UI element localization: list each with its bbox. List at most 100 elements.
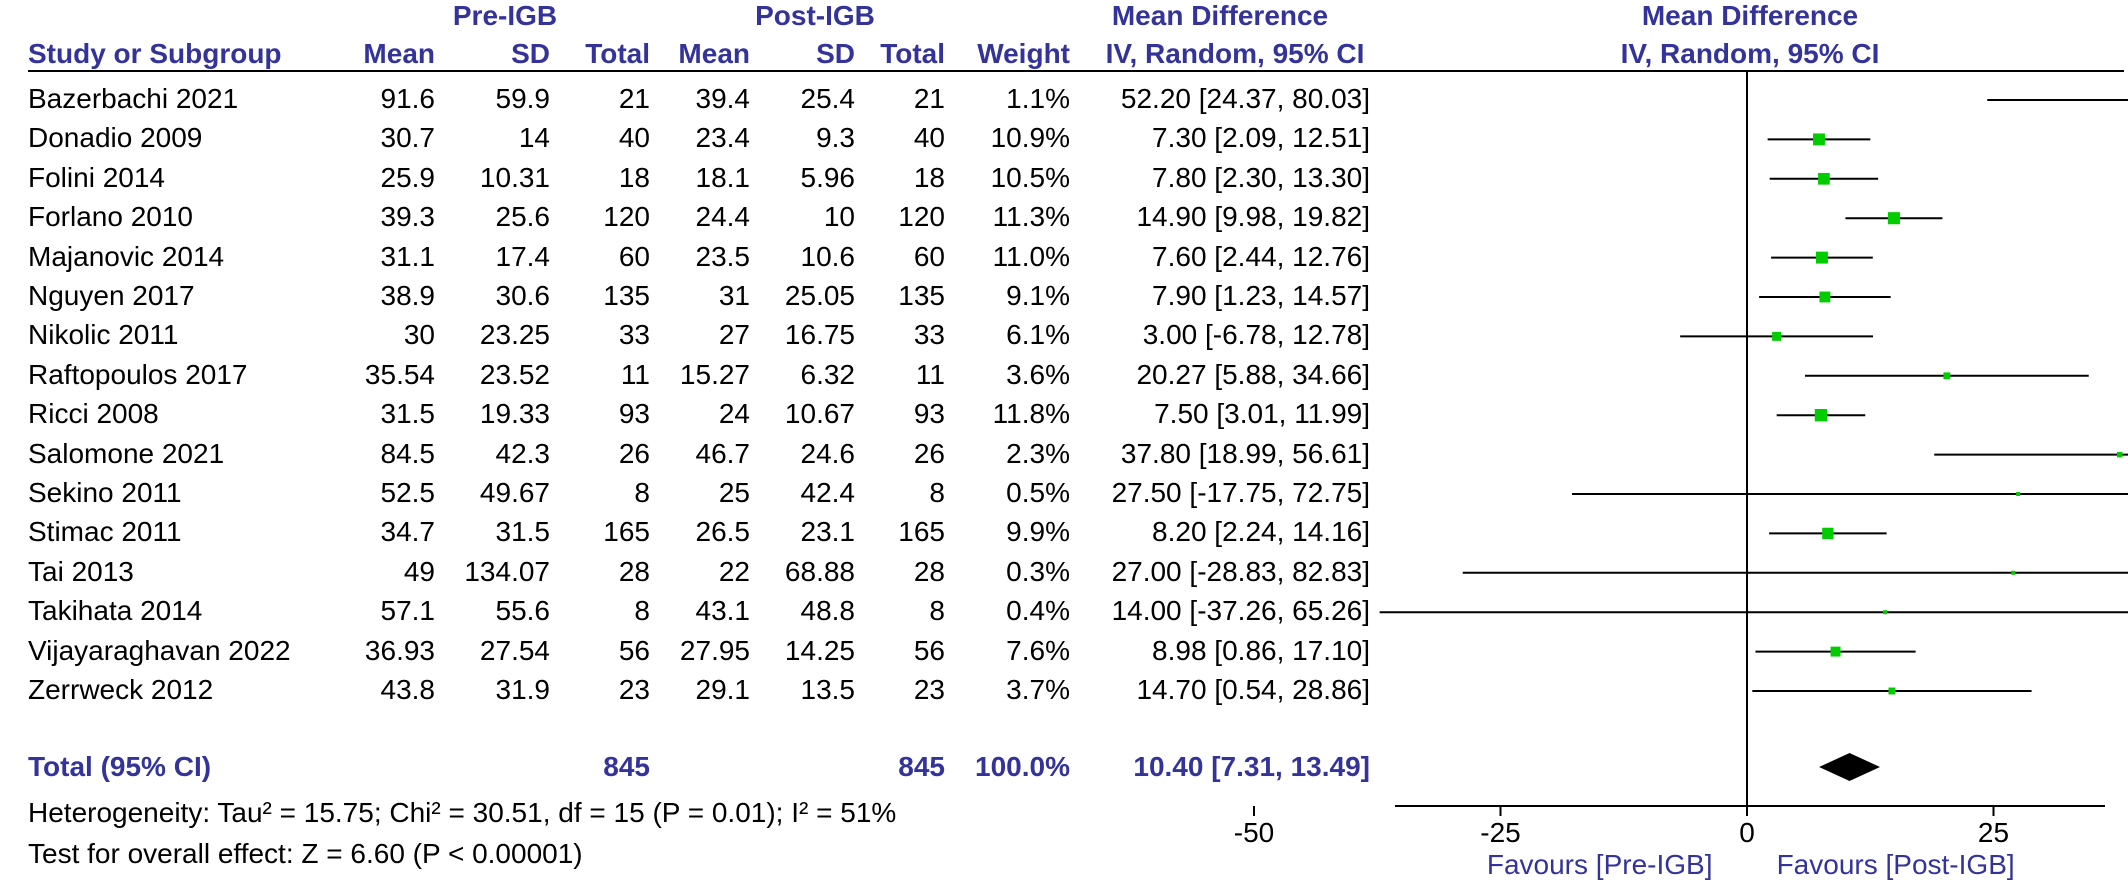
point-marker: [1813, 133, 1825, 146]
heterogeneity-text: Heterogeneity: Tau² = 15.75; Chi² = 30.5…: [28, 797, 897, 828]
cell-post-sd: 13.5: [800, 674, 856, 705]
cell-pre-total: 23: [618, 674, 650, 705]
cell-post-sd: 16.75: [784, 319, 855, 351]
cell-pre-sd: 31.5: [495, 516, 551, 548]
cell-ci-text: 7.50 [3.01, 11.99]: [1154, 398, 1370, 430]
cell-post-sd: 6.32: [800, 358, 856, 390]
favours-right-label: Favours [Post-IGB]: [1777, 849, 2015, 880]
cell-post-total: 56: [913, 634, 945, 666]
cell-post-total: 26: [913, 437, 945, 469]
point-marker: [1822, 527, 1834, 540]
cell-post-total: 11: [915, 358, 945, 390]
cell-pre-sd: 23.25: [479, 319, 550, 351]
cell-ci-text: 8.20 [2.24, 14.16]: [1152, 516, 1370, 548]
cell-name: Vijayaraghavan 2022: [28, 634, 291, 666]
cell-name: Tai 2013: [28, 555, 134, 587]
cell-post-total: 21: [913, 83, 945, 114]
cell-name: Salomone 2021: [28, 437, 225, 469]
point-marker: [1830, 646, 1841, 657]
cell-weight: 3.6%: [1006, 358, 1070, 390]
cell-pre-mean: 31.5: [380, 398, 436, 430]
cell-weight: 10.5%: [990, 161, 1070, 193]
cell-post-sd: 9.3: [816, 122, 855, 154]
header-post-igb: Post-IGB: [755, 0, 875, 31]
cell-pre-total: 21: [618, 83, 650, 114]
cell-pre-sd: 55.6: [495, 595, 551, 627]
cell-post-sd: 42.4: [800, 477, 856, 508]
cell-name: Takihata 2014: [28, 595, 203, 627]
cell-pre-total: 11: [620, 358, 650, 390]
cell-pre-total: 60: [618, 240, 650, 272]
cell-ci-text: 14.00 [-37.26, 65.26]: [1111, 595, 1370, 627]
cell-pre-mean: 35.54: [364, 358, 435, 390]
cell-name: Forlano 2010: [28, 201, 194, 233]
header-post-total: Total: [880, 38, 945, 69]
cell-name: Ricci 2008: [28, 398, 159, 430]
cell-ci-text: 7.80 [2.30, 13.30]: [1152, 161, 1370, 193]
cell-post-total: 40: [913, 122, 945, 154]
cell-weight: 9.1%: [1006, 280, 1070, 311]
point-marker: [1943, 372, 1951, 380]
cell-pre-sd: 30.6: [495, 280, 551, 311]
cell-post-mean: 23.4: [695, 122, 751, 154]
cell-ci-text: 8.98 [0.86, 17.10]: [1152, 634, 1370, 666]
total-pre-total: 845: [603, 751, 650, 782]
header-post-mean: Mean: [678, 38, 750, 69]
total-ci: 10.40 [7.31, 13.49]: [1133, 751, 1370, 782]
cell-post-sd: 68.88: [784, 555, 855, 587]
cell-post-sd: 5.96: [800, 161, 856, 193]
cell-name: Folini 2014: [28, 161, 165, 193]
cell-pre-mean: 38.9: [380, 280, 436, 311]
cell-post-total: 18: [913, 161, 945, 193]
cell-post-mean: 27: [718, 319, 750, 351]
cell-post-sd: 25.4: [800, 83, 856, 114]
cell-post-mean: 22: [718, 555, 750, 587]
point-marker: [1883, 610, 1888, 615]
cell-pre-sd: 14: [518, 122, 550, 154]
cell-pre-sd: 17.4: [495, 240, 551, 272]
cell-post-mean: 39.4: [695, 83, 751, 114]
cell-name: Nikolic 2011: [28, 319, 179, 351]
cell-post-sd: 10.6: [800, 240, 856, 272]
cell-post-sd: 10.67: [784, 398, 855, 430]
cell-pre-mean: 25.9: [380, 161, 436, 193]
cell-ci-text: 7.90 [1.23, 14.57]: [1152, 280, 1370, 311]
cell-post-mean: 25: [718, 477, 750, 508]
cell-post-mean: 43.1: [695, 595, 751, 627]
header-plot-sub: IV, Random, 95% CI: [1620, 38, 1880, 69]
cell-post-sd: 48.8: [800, 595, 856, 627]
cell-pre-mean: 91.6: [380, 83, 436, 114]
cell-pre-sd: 49.67: [479, 477, 550, 508]
favours-left-label: Favours [Pre-IGB]: [1487, 849, 1713, 880]
cell-pre-total: 33: [618, 319, 650, 351]
cell-pre-sd: 134.07: [464, 555, 550, 587]
header-md-sub: IV, Random, 95% CI: [1105, 38, 1365, 69]
x-tick-label: -25: [1480, 817, 1520, 848]
cell-post-total: 93: [913, 398, 945, 430]
cell-post-total: 8: [929, 595, 945, 627]
cell-post-sd: 14.25: [784, 634, 855, 666]
cell-post-mean: 31: [718, 280, 750, 311]
cell-ci-text: 37.80 [18.99, 56.61]: [1120, 437, 1370, 469]
header-study: Study or Subgroup: [28, 38, 282, 69]
total-weight: 100.0%: [975, 751, 1070, 782]
cell-pre-sd: 31.9: [495, 674, 551, 705]
cell-post-sd: 25.05: [784, 280, 855, 311]
point-marker: [1819, 291, 1831, 303]
cell-pre-mean: 43.8: [380, 674, 436, 705]
cell-pre-mean: 52.5: [380, 477, 436, 508]
cell-pre-sd: 59.9: [495, 83, 551, 114]
cell-post-total: 28: [913, 555, 945, 587]
cell-weight: 6.1%: [1006, 319, 1070, 351]
cell-pre-sd: 42.3: [495, 437, 551, 469]
cell-post-mean: 26.5: [695, 516, 751, 548]
cell-weight: 7.6%: [1006, 634, 1070, 666]
header-pre-mean: Mean: [363, 38, 435, 69]
cell-post-mean: 18.1: [695, 161, 751, 193]
total-post-total: 845: [898, 751, 945, 782]
cell-post-mean: 46.7: [695, 437, 751, 469]
point-marker: [1818, 172, 1830, 185]
cell-post-sd: 10: [823, 201, 855, 233]
cell-pre-mean: 36.93: [364, 634, 435, 666]
